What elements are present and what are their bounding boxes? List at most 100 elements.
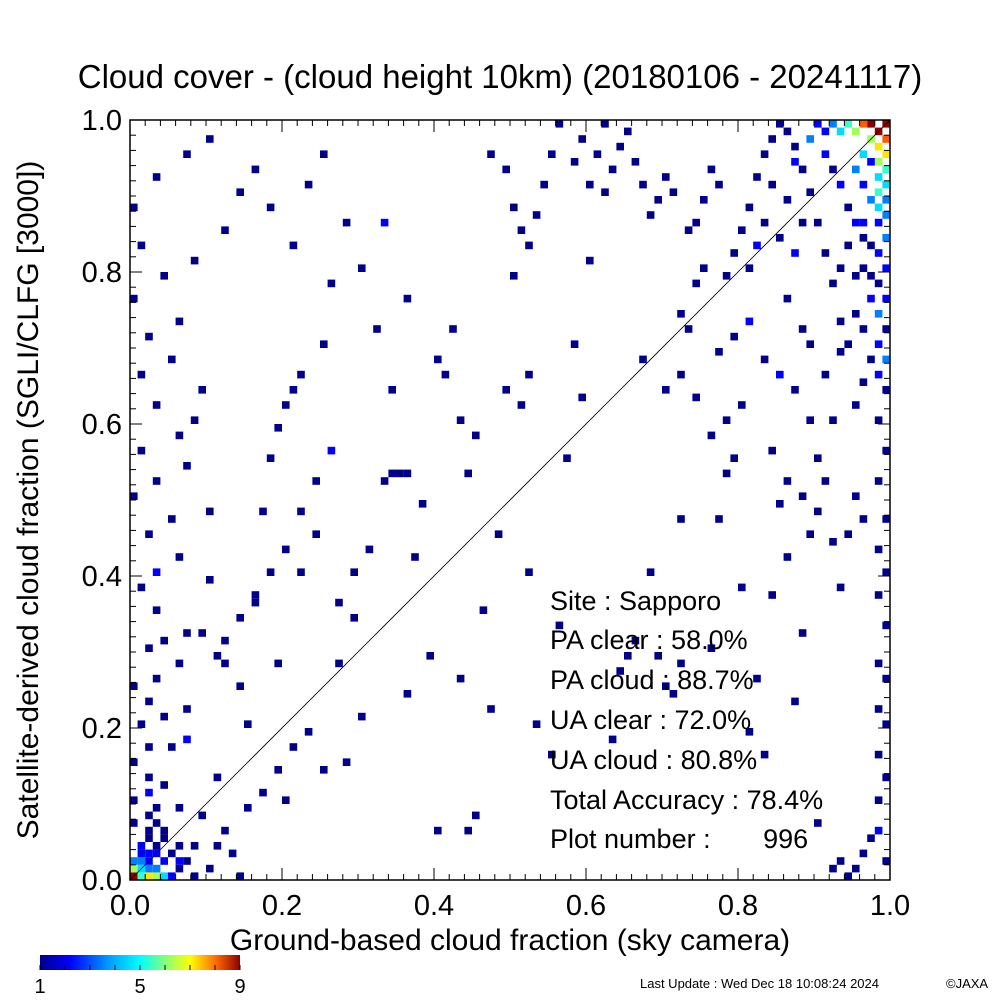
density-cell	[836, 348, 845, 356]
density-cell	[874, 203, 883, 212]
density-cell	[175, 659, 184, 668]
density-cell	[852, 492, 860, 500]
density-cell	[145, 811, 153, 820]
density-cell	[145, 530, 153, 538]
density-cell	[715, 348, 723, 356]
density-cell	[874, 796, 883, 804]
density-cell	[183, 150, 191, 158]
density-cell	[783, 294, 792, 303]
density-cell	[130, 203, 138, 212]
density-cell	[502, 165, 510, 174]
density-cell	[753, 173, 761, 181]
density-cell	[882, 568, 890, 576]
density-cell	[548, 750, 556, 759]
density-cell	[806, 188, 814, 196]
density-cell	[882, 325, 890, 333]
density-cell	[821, 127, 830, 136]
density-cell	[236, 614, 244, 622]
density-cell	[874, 158, 883, 166]
density-cell	[829, 165, 837, 174]
density-cell	[753, 241, 761, 250]
density-cell	[365, 545, 374, 554]
density-cell	[130, 857, 138, 865]
density-cell	[350, 614, 358, 622]
density-cell	[532, 211, 541, 219]
density-cell	[130, 796, 138, 804]
density-cell	[266, 568, 275, 576]
density-cell	[145, 332, 153, 341]
density-cell	[836, 317, 845, 326]
density-cell	[434, 355, 442, 364]
density-cell	[160, 636, 168, 645]
density-cell	[137, 720, 146, 728]
density-cell	[487, 705, 495, 713]
stat-ua-clear: UA clear : 72.0%	[550, 705, 751, 735]
density-cell	[145, 773, 153, 782]
density-cell	[175, 431, 184, 440]
density-cell	[836, 264, 845, 272]
density-cell	[342, 218, 351, 227]
density-cell	[639, 355, 647, 364]
density-cell	[570, 340, 579, 348]
density-cell	[244, 804, 252, 812]
density-cell	[464, 826, 472, 835]
density-cell	[555, 621, 564, 630]
density-cell	[130, 819, 138, 827]
density-cell	[342, 758, 351, 766]
density-cell	[700, 264, 708, 272]
density-cell	[836, 857, 845, 865]
density-cell	[251, 165, 260, 174]
density-cell	[829, 120, 837, 128]
density-cell	[320, 150, 328, 158]
density-cell	[882, 211, 890, 219]
density-cell	[259, 788, 267, 797]
density-cell	[760, 150, 769, 158]
density-cell	[236, 682, 244, 690]
copyright-text: ©JAXA	[946, 976, 988, 991]
density-cell	[327, 446, 336, 455]
density-cell	[760, 218, 769, 227]
density-cell	[844, 120, 852, 128]
y-tick-label: 1.0	[82, 105, 122, 137]
density-cell	[289, 743, 298, 751]
density-cell	[152, 606, 161, 614]
density-cell	[601, 120, 609, 128]
density-cell	[380, 477, 389, 485]
density-cell	[145, 697, 153, 706]
stats-box: Site : Sapporo PA clear : 58.0% PA cloud…	[550, 586, 823, 854]
density-cell	[760, 355, 769, 364]
y-tick-label: 0.6	[82, 409, 122, 441]
x-tick-label: 0.4	[414, 890, 454, 922]
density-cell	[228, 849, 237, 858]
density-cell	[798, 165, 807, 174]
density-cell	[274, 766, 282, 774]
density-cell	[859, 849, 868, 858]
density-cell	[882, 515, 890, 523]
density-cell	[874, 416, 883, 424]
density-cell	[859, 218, 868, 227]
density-cell	[874, 750, 883, 759]
colorbar-tick-label: 1	[34, 976, 45, 998]
density-cell	[175, 317, 184, 326]
density-cell	[137, 872, 146, 880]
last-update-text: Last Update : Wed Dec 18 10:08:24 2024	[640, 976, 879, 991]
stat-ua-cloud: UA cloud : 80.8%	[550, 745, 757, 775]
density-cell	[304, 728, 313, 736]
density-cell	[388, 469, 396, 478]
density-cell	[844, 530, 852, 538]
density-cell	[213, 652, 222, 660]
density-cell	[738, 401, 746, 409]
density-cell	[791, 386, 799, 394]
density-cell	[160, 781, 168, 789]
density-cell	[859, 180, 868, 189]
density-cell	[783, 477, 792, 485]
density-cell	[874, 173, 883, 181]
density-cell	[221, 826, 229, 835]
density-cell	[403, 469, 412, 478]
density-cell	[213, 842, 222, 850]
density-cell	[646, 568, 655, 576]
density-cell	[707, 644, 716, 652]
density-cell	[760, 750, 769, 759]
density-cell	[160, 272, 168, 280]
density-cell	[206, 135, 214, 143]
